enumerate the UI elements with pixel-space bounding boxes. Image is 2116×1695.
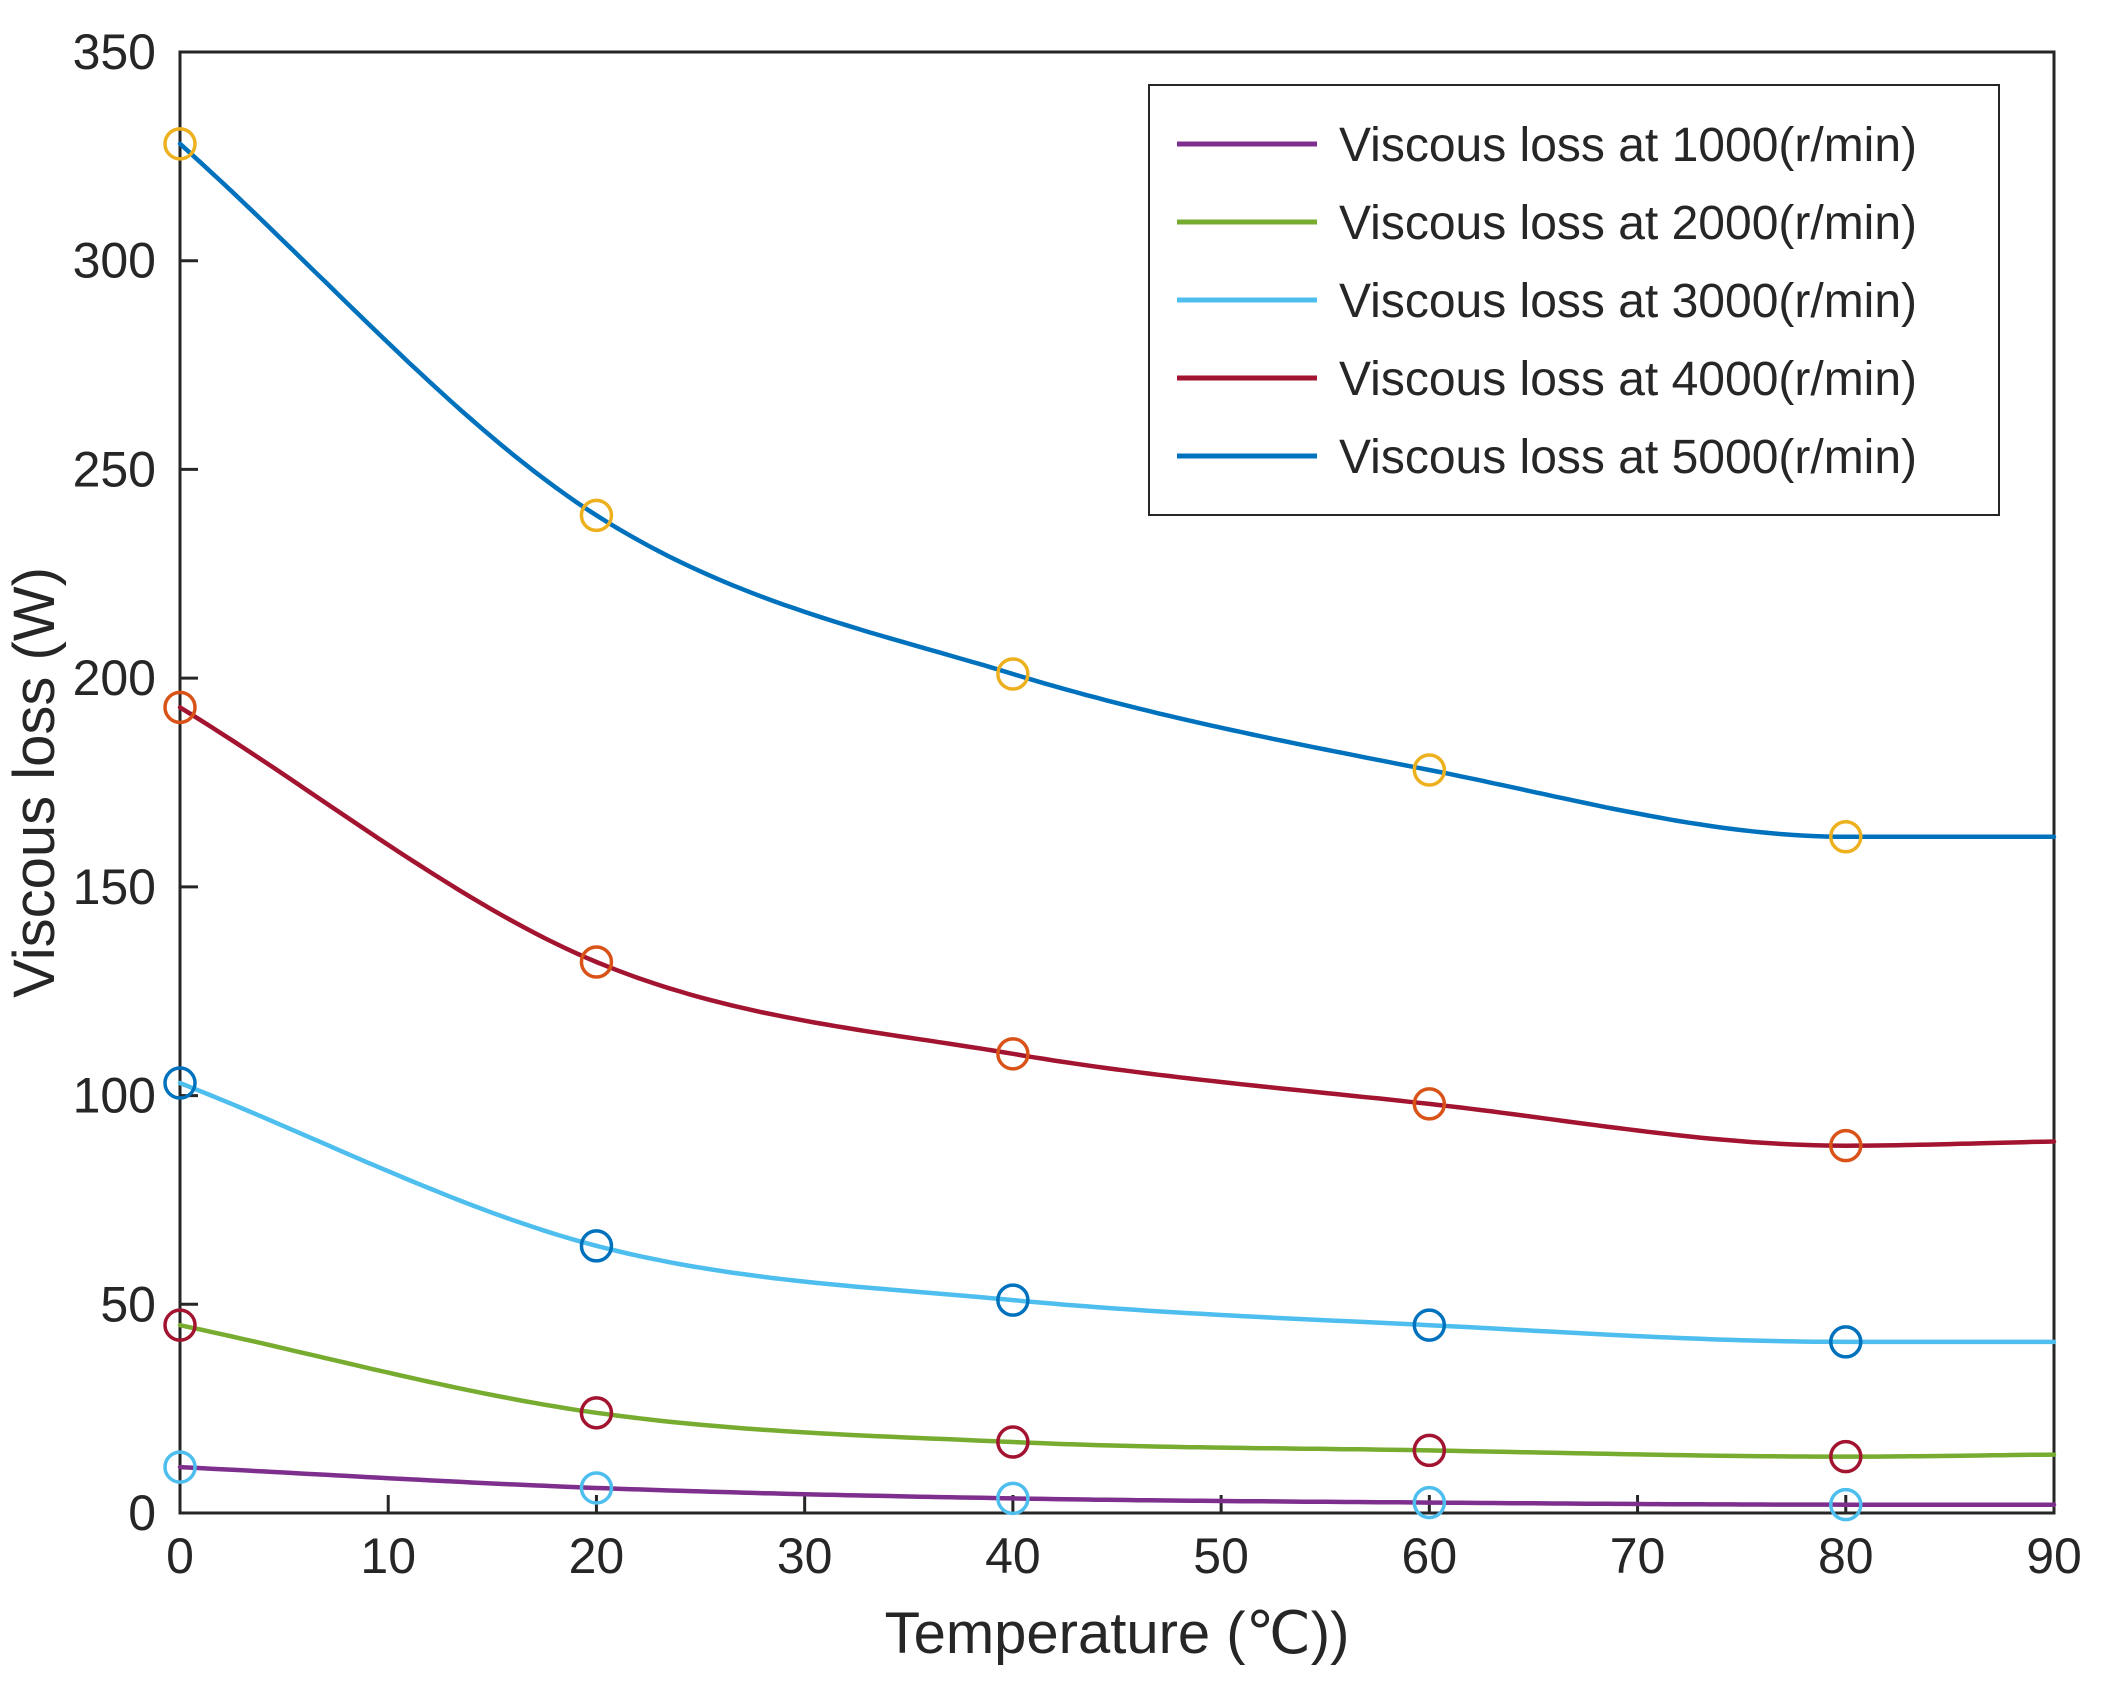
data-marker-2000 (996, 1425, 1030, 1459)
x-tick-label: 90 (2026, 1528, 2082, 1584)
series-line-5000 (177, 141, 2057, 840)
data-marker-2000 (1412, 1433, 1447, 1468)
y-tick-label: 350 (73, 24, 156, 80)
y-axis-label: Viscous loss (W) (2, 567, 67, 998)
y-tick-label: 200 (73, 650, 156, 706)
data-marker-1000 (163, 1450, 197, 1484)
legend-label: Viscous loss at 4000(r/min) (1339, 353, 1917, 406)
y-tick-label: 0 (128, 1485, 156, 1541)
data-marker-3000 (1412, 1308, 1447, 1342)
data-marker-4000 (163, 690, 197, 725)
x-tick-label: 60 (1402, 1528, 1458, 1584)
x-tick-label: 0 (166, 1528, 194, 1584)
x-axis-label: Temperature (℃)) (885, 1601, 1350, 1666)
data-marker-1000 (1412, 1485, 1447, 1520)
data-marker-2000 (163, 1308, 197, 1342)
series-line-1000 (177, 1464, 2057, 1507)
data-marker-1000 (1829, 1487, 1863, 1522)
data-marker-5000 (1412, 753, 1447, 787)
data-marker-5000 (163, 127, 197, 161)
y-tick-label: 300 (73, 233, 156, 289)
legend-item: Viscous loss at 1000(r/min) (1177, 119, 1917, 172)
data-marker-5000 (1829, 820, 1863, 854)
data-marker-4000 (579, 945, 614, 979)
legend-label: Viscous loss at 3000(r/min) (1339, 275, 1917, 328)
plot-box (178, 50, 2056, 1515)
y-tick-label: 150 (73, 859, 156, 915)
axes: 0 10 20 30 40 50 60 70 80 90 0 50 100 150 200 250 300 350… (2, 24, 2082, 1666)
y-tick-label: 100 (73, 1068, 156, 1124)
x-tick-label: 70 (1610, 1528, 1666, 1584)
data-marker-1000 (996, 1481, 1030, 1516)
data-marker-3000 (996, 1283, 1030, 1317)
legend-item: Viscous loss at 4000(r/min) (1177, 353, 1917, 406)
data-marker-4000 (1412, 1087, 1447, 1121)
legend-item: Viscous loss at 5000(r/min) (1177, 431, 1917, 484)
y-tick-label: 250 (73, 441, 156, 497)
x-tick-label: 80 (1818, 1528, 1874, 1584)
x-tick-label: 20 (569, 1528, 625, 1584)
legend-item: Viscous loss at 2000(r/min) (1177, 197, 1917, 250)
x-tick-label: 10 (360, 1528, 416, 1584)
series-line-4000 (177, 705, 2057, 1148)
legend-label: Viscous loss at 1000(r/min) (1339, 119, 1917, 172)
x-tick-label: 30 (777, 1528, 833, 1584)
series-markers (163, 127, 1863, 1522)
x-tick-label: 50 (1193, 1528, 1249, 1584)
series-line-2000 (177, 1322, 2057, 1459)
data-marker-4000 (1829, 1128, 1863, 1163)
y-tick-label: 50 (100, 1276, 156, 1332)
legend-label: Viscous loss at 5000(r/min) (1339, 431, 1917, 484)
data-marker-2000 (579, 1396, 614, 1430)
legend-item: Viscous loss at 3000(r/min) (1177, 275, 1917, 328)
legend: Viscous loss at 1000(r/min) Viscous loss … (1148, 84, 2000, 516)
data-marker-3000 (1829, 1325, 1863, 1359)
series-line-3000 (177, 1080, 2057, 1345)
data-marker-3000 (163, 1066, 197, 1100)
series-lines (177, 141, 2057, 1507)
data-marker-3000 (579, 1229, 614, 1263)
legend-label: Viscous loss at 2000(r/min) (1339, 197, 1917, 250)
data-marker-5000 (996, 657, 1030, 691)
data-marker-5000 (579, 498, 614, 533)
x-tick-label: 40 (985, 1528, 1041, 1584)
data-marker-1000 (579, 1471, 614, 1505)
data-marker-4000 (996, 1037, 1030, 1071)
data-marker-2000 (1829, 1439, 1863, 1474)
